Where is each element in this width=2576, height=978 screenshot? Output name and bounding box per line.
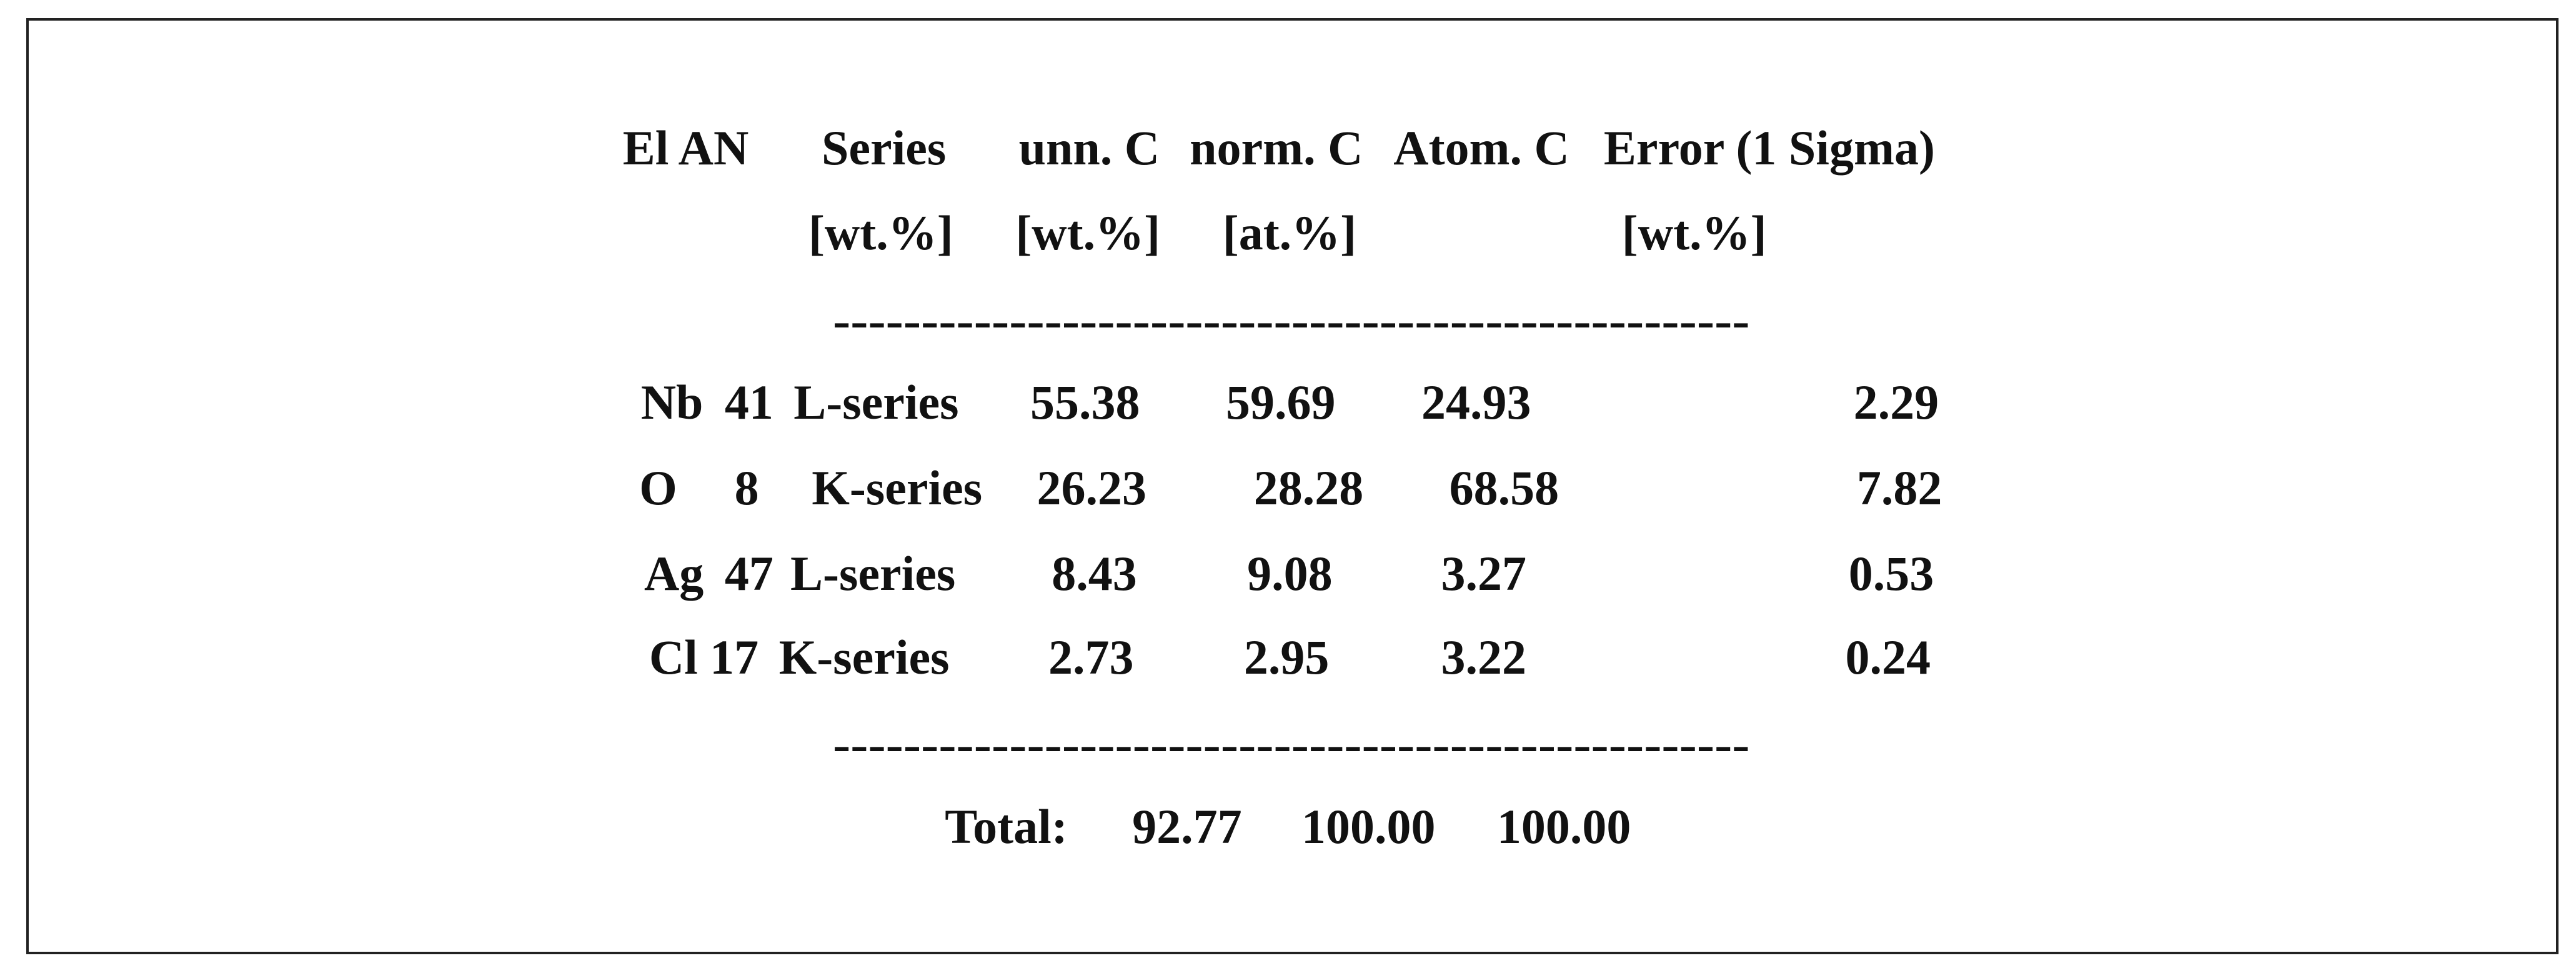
table-cell: 3.22	[1441, 630, 1527, 684]
total-value: 100.00	[1301, 799, 1436, 854]
table-cell: 2.29	[1853, 375, 1939, 430]
table-cell: 17	[710, 630, 759, 684]
header-cell: unn. C	[1018, 120, 1160, 175]
table-cell: Ag	[644, 546, 704, 601]
table-cell: 68.58	[1449, 461, 1559, 516]
table-cell: Nb	[640, 375, 704, 430]
header-cell: Series	[822, 120, 947, 175]
table-cell: 26.23	[1037, 461, 1147, 516]
table-cell: 3.27	[1441, 546, 1527, 601]
unit-cell: [wt.%]	[1621, 206, 1767, 261]
table-cell: 8.43	[1052, 546, 1137, 601]
table-cell: K-series	[778, 630, 950, 684]
unit-cell: [wt.%]	[1015, 206, 1161, 261]
table-cell: 7.82	[1856, 461, 1942, 516]
table-cell: L-series	[790, 546, 956, 601]
total-value: 92.77	[1132, 799, 1242, 854]
header-cell: Error (1 Sigma)	[1603, 120, 1935, 175]
table-cell: 59.69	[1225, 375, 1336, 430]
table-cell: 2.73	[1048, 630, 1134, 684]
header-cell: El AN	[622, 120, 749, 175]
table-cell: 47	[724, 546, 773, 601]
header-cell: norm. C	[1190, 120, 1363, 175]
table-cell: K-series	[812, 461, 983, 516]
header-cell: Atom. C	[1393, 120, 1569, 175]
table-frame	[26, 18, 2559, 954]
table-cell: O	[639, 461, 677, 516]
table-cell: 0.53	[1848, 546, 1934, 601]
unit-cell: [at.%]	[1222, 206, 1357, 261]
total-label: Total:	[945, 799, 1068, 854]
table-cell: 2.95	[1243, 630, 1330, 684]
table-cell: Cl	[649, 630, 698, 684]
table-cell: 24.93	[1421, 375, 1531, 430]
table-cell: 28.28	[1253, 461, 1364, 516]
table-cell: 41	[724, 375, 773, 430]
table-cell: 8	[734, 461, 759, 516]
total-value: 100.00	[1496, 799, 1631, 854]
unit-cell: [wt.%]	[808, 206, 953, 261]
table-cell: 0.24	[1845, 630, 1931, 684]
table-cell: 9.08	[1247, 546, 1333, 601]
table-cell: 55.38	[1030, 375, 1140, 430]
separator: ----------------------------------------…	[833, 717, 1750, 772]
separator: ----------------------------------------…	[833, 292, 1750, 347]
table-cell: L-series	[793, 375, 959, 430]
